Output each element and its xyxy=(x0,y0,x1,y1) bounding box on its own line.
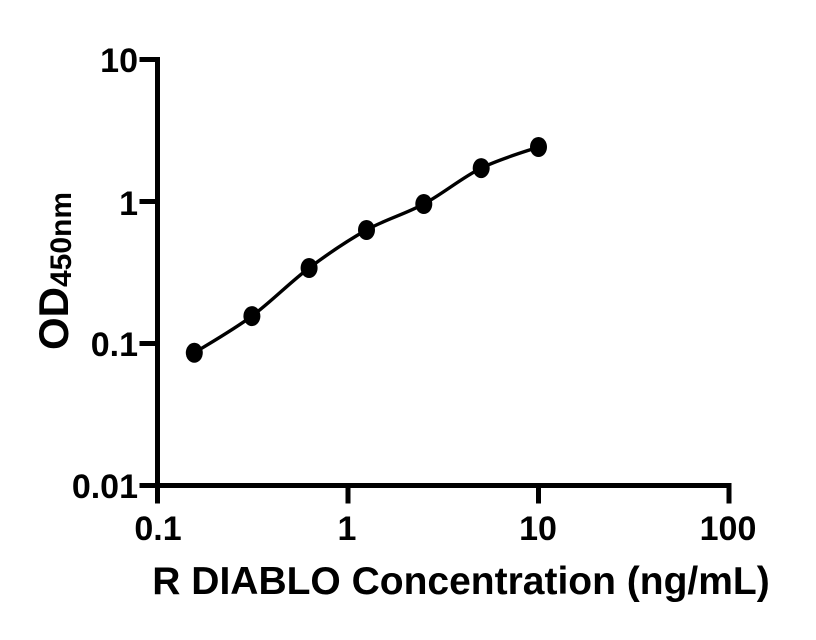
y-axis-title-subscript: 450nm xyxy=(45,191,78,288)
data-point-marker xyxy=(300,258,318,278)
data-point-marker xyxy=(243,306,261,327)
data-point-marker xyxy=(530,137,547,157)
y-tick-label-10: 10 xyxy=(100,42,138,80)
x-tick-label-0.1: 0.1 xyxy=(134,510,182,548)
x-tick-label-10: 10 xyxy=(519,510,557,548)
data-point-marker xyxy=(415,194,433,214)
y-tick-label-0.1: 0.1 xyxy=(90,326,138,364)
y-tick-label-0.01: 0.01 xyxy=(71,468,138,506)
data-point-marker xyxy=(185,342,203,363)
x-tick-label-1: 1 xyxy=(337,510,357,548)
y-tick-label-1: 1 xyxy=(119,185,138,223)
y-axis-title-main: OD xyxy=(30,287,77,351)
y-axis-title: OD450nm xyxy=(30,192,78,350)
x-tick-label-100: 100 xyxy=(699,510,757,548)
data-point-marker xyxy=(358,220,375,240)
x-axis-title: R DIABLO Concentration (ng/mL) xyxy=(152,560,770,603)
data-point-marker xyxy=(472,158,490,179)
